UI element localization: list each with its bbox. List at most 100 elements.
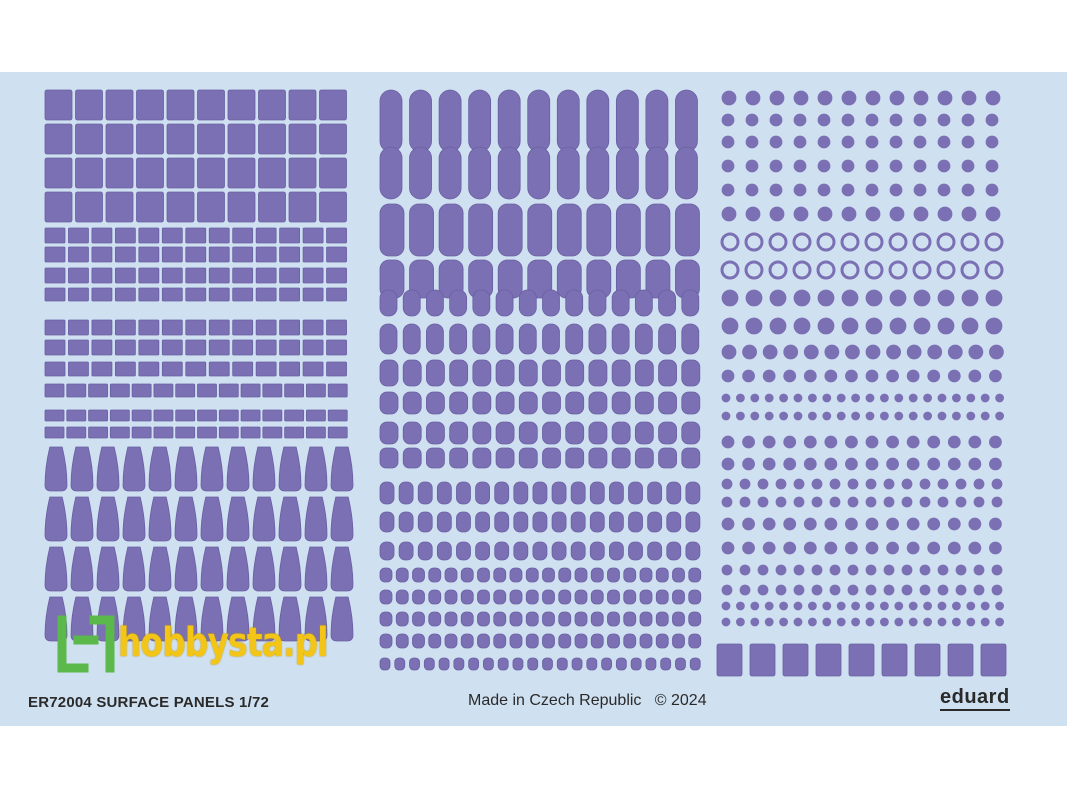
rect-panel: [326, 246, 347, 263]
round-panel: [816, 260, 836, 280]
drop-panel: [200, 546, 224, 592]
oval-panel: [472, 391, 492, 415]
round-panel: [721, 206, 737, 222]
oval-panel: [639, 589, 653, 605]
round-panel: [886, 435, 899, 449]
oval-panel: [527, 146, 551, 200]
oval-panel: [558, 633, 572, 649]
round-panel: [937, 159, 951, 173]
round-panel: [886, 344, 901, 360]
rect-panel: [138, 227, 160, 244]
oval-panel: [412, 633, 425, 649]
oval-panel: [681, 289, 700, 317]
oval-panel: [513, 541, 529, 561]
round-panel: [894, 601, 904, 611]
oval-panel: [513, 481, 529, 505]
round-panel: [841, 135, 855, 149]
drop-panel: [70, 496, 94, 542]
rect-panel: [208, 287, 230, 302]
rect-panel: [232, 361, 254, 377]
oval-panel: [428, 633, 442, 649]
oval-panel: [449, 359, 469, 387]
round-panel: [793, 601, 803, 611]
oval-panel: [645, 89, 669, 153]
drop-panel: [200, 446, 224, 492]
oval-panel: [475, 481, 490, 505]
oval-panel: [409, 203, 434, 257]
oval-panel: [628, 511, 643, 533]
round-panel: [961, 317, 979, 335]
square-panel: [319, 89, 347, 121]
rect-panel: [185, 287, 207, 302]
round-panel: [973, 564, 985, 576]
rect-panel: [232, 246, 254, 263]
round-panel: [980, 411, 990, 421]
round-panel: [840, 232, 860, 252]
square-panel: [105, 89, 134, 121]
bottom-square-panel: [881, 643, 908, 677]
round-panel: [721, 135, 735, 149]
decal-panels-artwork: [44, 89, 1007, 677]
round-panel: [865, 478, 877, 490]
round-panel: [769, 206, 785, 222]
oval-panel: [615, 657, 627, 671]
oval-panel: [542, 289, 560, 317]
oval-panel: [444, 589, 458, 605]
round-panel: [769, 183, 783, 197]
round-panel: [937, 584, 949, 596]
oval-panel: [675, 146, 698, 200]
oval-panel: [611, 323, 630, 355]
round-panel: [779, 411, 788, 421]
round-panel: [775, 478, 787, 490]
oval-panel: [532, 481, 548, 505]
rect-panel: [232, 227, 254, 244]
oval-panel: [395, 567, 409, 583]
oval-panel: [436, 481, 452, 505]
round-panel: [745, 206, 761, 222]
round-panel: [865, 90, 881, 106]
round-panel: [995, 617, 1004, 627]
round-panel: [908, 393, 918, 403]
round-panel: [913, 183, 927, 197]
oval-panel: [495, 391, 515, 415]
oval-panel: [444, 611, 458, 627]
square-panel: [44, 157, 73, 189]
oval-panel: [426, 447, 445, 469]
oval-panel: [565, 421, 585, 445]
round-panel: [901, 564, 913, 576]
oval-panel: [494, 481, 510, 505]
rect-panel: [232, 267, 254, 284]
oval-panel: [428, 611, 442, 627]
oval-panel: [460, 633, 474, 649]
oval-panel: [449, 323, 468, 355]
oval-panel: [426, 421, 445, 445]
oval-panel: [558, 611, 572, 627]
round-panel: [906, 435, 920, 449]
square-panel: [75, 123, 103, 155]
round-panel: [745, 159, 759, 173]
oval-panel: [542, 657, 553, 671]
rect-panel: [138, 319, 160, 336]
oval-panel: [460, 611, 474, 627]
round-panel: [913, 206, 929, 222]
drop-panel: [252, 446, 276, 492]
round-panel: [816, 232, 836, 252]
round-panel: [742, 457, 755, 471]
rect-panel: [109, 409, 130, 422]
round-panel: [919, 496, 931, 508]
round-panel: [736, 411, 745, 421]
rect-panel: [302, 227, 324, 244]
oval-panel: [681, 447, 701, 469]
oval-panel: [379, 541, 395, 561]
round-panel: [742, 344, 757, 360]
oval-panel: [444, 633, 458, 649]
round-panel: [808, 411, 817, 421]
round-panel: [769, 289, 787, 307]
round-panel: [721, 289, 739, 307]
round-panel: [883, 478, 895, 490]
rect-panel: [327, 409, 348, 422]
round-panel: [906, 517, 920, 531]
round-panel: [947, 369, 961, 383]
oval-panel: [609, 511, 624, 533]
bottom-square-panel: [947, 643, 974, 677]
